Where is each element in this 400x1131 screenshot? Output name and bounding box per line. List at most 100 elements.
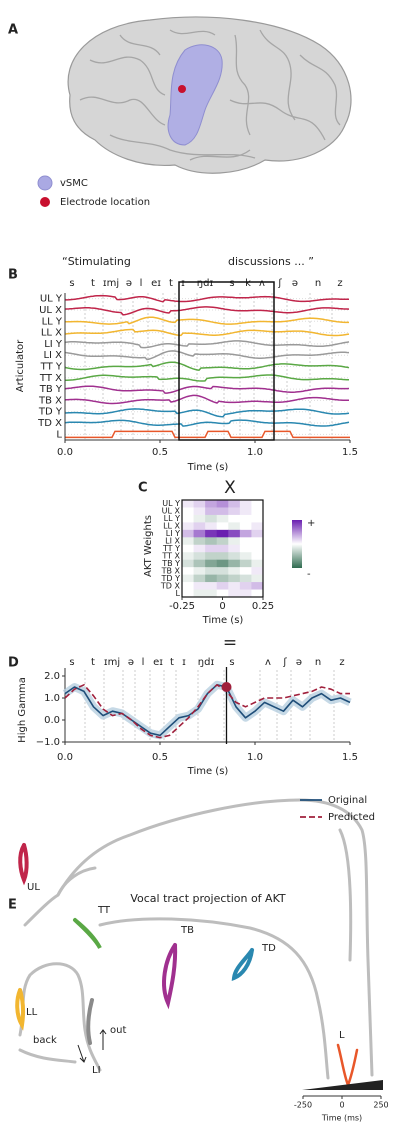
heatmap-cell <box>182 582 194 590</box>
heatmap-cell <box>193 522 206 531</box>
heatmap-cell <box>239 507 252 516</box>
articulator-label: TD Y <box>38 407 63 418</box>
heatmap-cell <box>182 537 194 546</box>
articulator-trace <box>65 306 350 316</box>
electrode <box>178 85 186 93</box>
brain <box>67 16 352 174</box>
scale-tick-label: -250 <box>294 1101 312 1110</box>
heatmap-cell <box>205 574 218 583</box>
quote: “Stimulating <box>62 255 131 268</box>
phoneme: s <box>229 657 234 668</box>
heatmap-cell <box>228 544 241 553</box>
articulator-trace <box>64 361 350 372</box>
articulator-label: TD <box>261 943 276 954</box>
articulator-trace <box>64 350 350 361</box>
x-tick-label: -0.25 <box>169 601 195 612</box>
panel-label: E <box>8 898 17 913</box>
heatmap-cell <box>216 522 229 531</box>
heatmap-cell <box>239 574 252 583</box>
phoneme: t <box>91 657 95 668</box>
heatmap-cell <box>251 529 264 538</box>
x-tick-label: 1.5 <box>342 752 358 763</box>
phoneme: s <box>69 657 74 668</box>
heatmap-cell <box>193 507 206 516</box>
x-axis-label: Time (s) <box>187 766 229 777</box>
x-tick-label: 0 <box>219 601 225 612</box>
phoneme: ə <box>126 278 132 289</box>
articulator-label: TB Y <box>39 384 63 395</box>
heatmap-cell <box>205 537 218 546</box>
articulator-label: TD X <box>37 418 62 429</box>
phoneme: ʌ <box>265 657 271 668</box>
x-tick-label: 0.0 <box>57 447 73 458</box>
heatmap-cell <box>239 500 252 508</box>
phoneme: ŋdɪ <box>197 278 214 289</box>
articulator-label: UL X <box>39 305 62 316</box>
row-label: LL Y <box>164 514 180 523</box>
articulator-label: LI Y <box>44 339 63 350</box>
heatmap-cell <box>239 582 252 590</box>
heatmap-cell <box>216 552 229 561</box>
articulator-label: LI <box>92 1065 101 1076</box>
y-axis-label: AKT Weights <box>143 515 154 577</box>
phoneme: s <box>229 278 234 289</box>
articulator-trace <box>65 394 349 405</box>
heatmap-cell <box>193 537 206 546</box>
series-line <box>64 684 351 737</box>
phoneme: ɪ <box>182 657 186 668</box>
phoneme: t <box>169 278 173 289</box>
scale-tick-label: 250 <box>373 1101 388 1110</box>
articulator-label: LI X <box>43 350 62 361</box>
heatmap-cell <box>228 537 241 546</box>
heatmap-cell <box>239 589 252 598</box>
articulator-label: UL <box>27 882 40 893</box>
articulator-loop <box>18 843 29 886</box>
heatmap-cell <box>239 522 252 531</box>
articulator-label: TT X <box>39 373 62 384</box>
heatmap-cell <box>228 574 241 583</box>
heatmap-cell <box>251 500 264 508</box>
heatmap-cell <box>193 574 206 583</box>
heatmap-cell <box>228 514 241 523</box>
vocal-tract-loops <box>15 843 359 1089</box>
phoneme: ʃ <box>282 657 287 668</box>
heatmap-cell <box>216 529 229 538</box>
row-label: TD Y <box>161 574 181 583</box>
colorbar-label: - <box>307 569 311 580</box>
phoneme: ŋdɪ <box>198 657 215 668</box>
legend-label: vSMC <box>60 178 88 189</box>
heatmap-cell <box>251 574 264 583</box>
x-tick-label: 1.0 <box>247 447 263 458</box>
phoneme: ʌ <box>259 278 265 289</box>
heatmap-cell <box>228 522 241 531</box>
legend-swatch <box>40 197 50 207</box>
heatmap-cell <box>216 514 229 523</box>
phoneme: z <box>339 657 344 668</box>
heatmap-cell <box>228 567 241 576</box>
articulator-label: UL Y <box>40 294 63 305</box>
x-axis-label: Time (s) <box>187 462 229 473</box>
scale-label: Time (ms) <box>321 1114 362 1123</box>
times-symbol: X <box>224 478 236 498</box>
heatmap-cell <box>251 507 264 516</box>
phoneme: ɪmj <box>103 278 119 289</box>
phoneme: t <box>91 278 95 289</box>
y-tick-label: 0.0 <box>44 715 60 726</box>
legend-label: Predicted <box>328 812 375 823</box>
heatmap-cell <box>205 559 218 568</box>
x-tick-label: 0.0 <box>57 752 73 763</box>
heatmap-cell <box>228 582 241 590</box>
heatmap-cell <box>251 582 264 590</box>
phoneme: n <box>315 278 321 289</box>
row-label: UL Y <box>162 499 180 508</box>
heatmap-cell <box>251 522 264 531</box>
heatmap-cell <box>205 529 218 538</box>
highlight-point <box>221 682 232 692</box>
articulator-label: LL <box>26 1007 38 1018</box>
articulator-trace <box>65 430 350 439</box>
articulator-label: LL X <box>41 328 62 339</box>
heatmap-cell <box>251 567 264 576</box>
heatmap-cell <box>216 500 229 508</box>
y-tick-label: −1.0 <box>36 737 60 748</box>
phoneme: n <box>315 657 321 668</box>
